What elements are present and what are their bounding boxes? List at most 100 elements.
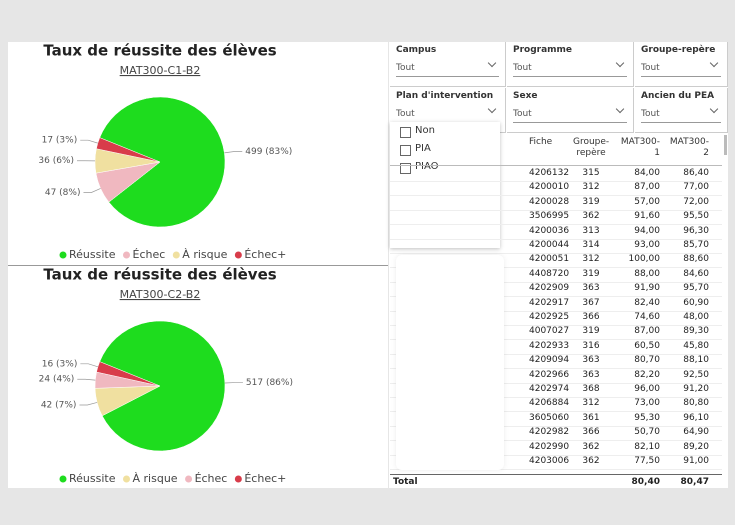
table-cell: 95,70 — [683, 283, 709, 294]
pie-slice — [99, 96, 226, 228]
slicer-box — [635, 88, 728, 133]
legend-label: Réussite — [69, 472, 116, 485]
data-label: 36 (6%) — [38, 156, 74, 166]
table-cell: 50,70 — [634, 427, 660, 438]
slicer-label: Sexe — [513, 91, 538, 101]
chart-subtitle: MAT300-C2-B2 — [120, 288, 201, 301]
table-cell: 96,00 — [634, 384, 660, 394]
legend-label: Échec — [195, 472, 228, 485]
row-line — [390, 267, 722, 269]
slicer-value[interactable]: Tout — [396, 63, 499, 77]
table-cell: 4202933 — [529, 340, 570, 351]
table-cell: 91,60 — [634, 211, 660, 222]
legend-label: Échec — [133, 248, 166, 261]
slicer-value[interactable]: Tout — [513, 109, 627, 123]
table-cell: 100,00 — [628, 254, 661, 265]
table-cell: 96,10 — [683, 412, 709, 423]
table-cell: 92,50 — [683, 369, 709, 380]
table-cell: 4200044 — [529, 240, 570, 250]
pie-slice — [99, 320, 226, 452]
scrollbar[interactable] — [724, 135, 727, 155]
row-line — [390, 440, 722, 442]
table-cell: 4202909 — [529, 283, 570, 294]
table-cell: 4007027 — [529, 326, 570, 337]
table-cell: 363 — [582, 283, 600, 294]
legend-marker — [234, 251, 242, 259]
table-cell: 91,90 — [634, 283, 660, 294]
dropdown-option[interactable]: PIA — [415, 143, 431, 154]
row-line — [390, 382, 722, 384]
column-header: MAT300-1 — [620, 137, 660, 158]
row-line — [390, 425, 722, 427]
table-cell: 57,00 — [634, 196, 660, 207]
table-cell: 363 — [582, 369, 600, 380]
data-label: 47 (8%) — [45, 188, 81, 198]
row-line — [390, 224, 722, 226]
table-cell: 77,00 — [683, 182, 709, 193]
slicer-label: Plan d'intervention — [396, 91, 494, 101]
redacted-box — [396, 255, 504, 470]
table-cell: 60,50 — [634, 340, 660, 351]
row-line — [390, 238, 722, 240]
checkbox[interactable] — [400, 163, 411, 174]
slicer-value[interactable]: Tout — [641, 109, 721, 123]
table-cell: 4200028 — [529, 196, 570, 207]
table-cell: 316 — [582, 340, 600, 351]
table-cell: 366 — [582, 312, 600, 322]
table-cell: 312 — [582, 398, 600, 409]
table-cell: 88,60 — [683, 254, 709, 265]
table-cell: 4200010 — [529, 182, 570, 193]
legend-label: Échec+ — [244, 472, 286, 485]
row-line — [390, 339, 722, 341]
table-cell: 4200036 — [529, 225, 570, 236]
leader-line — [77, 378, 96, 381]
total-cell: 80,47 — [680, 477, 709, 487]
table-cell: 4202925 — [529, 312, 570, 322]
row-line — [390, 454, 722, 456]
table-cell: 4209094 — [529, 355, 570, 366]
data-label: 517 (86%) — [246, 378, 293, 388]
slicer-box — [635, 42, 728, 87]
table-cell: 4203006 — [529, 456, 570, 466]
table-cell: 82,10 — [634, 441, 660, 452]
table-cell: 93,00 — [634, 240, 660, 250]
pie-slice — [96, 137, 161, 163]
legend-marker — [59, 251, 67, 259]
table-cell: 84,60 — [683, 268, 709, 279]
chart-subtitle: MAT300-C1-B2 — [120, 64, 201, 77]
table-cell: 4202990 — [529, 441, 570, 452]
slicer-value[interactable]: Tout — [513, 63, 627, 77]
row-line — [390, 469, 722, 470]
table-cell: 314 — [582, 240, 600, 250]
table-cell: 45,80 — [683, 340, 709, 351]
table-cell: 87,00 — [634, 182, 660, 193]
dropdown-option[interactable]: PIAO — [415, 161, 439, 172]
legend-marker — [185, 475, 193, 483]
slicer-label: Programme — [513, 45, 573, 55]
slicer-label: Groupe-repère — [641, 45, 716, 55]
table-cell: 313 — [582, 225, 600, 236]
row-line — [390, 397, 722, 398]
slicer-box — [507, 42, 634, 87]
row-line — [390, 310, 722, 312]
slicer-value[interactable]: Tout — [396, 109, 499, 123]
table-cell: 319 — [582, 268, 600, 279]
table-cell: 4206884 — [529, 398, 570, 409]
table-cell: 4202982 — [529, 427, 570, 438]
table-cell: 315 — [582, 168, 600, 178]
dropdown-option[interactable]: Non — [415, 125, 435, 136]
legend-marker — [123, 475, 130, 483]
table-cell: 4202917 — [529, 297, 570, 308]
legend-marker — [123, 251, 130, 259]
slicer-value[interactable]: Tout — [641, 63, 721, 77]
column-header: MAT300-2 — [669, 137, 709, 158]
pie-charts: Taux de réussite des élèves MAT300-C1-B2 4… — [8, 42, 388, 485]
data-label: 17 (3%) — [42, 136, 78, 146]
checkbox[interactable] — [400, 145, 411, 156]
checkbox[interactable] — [400, 127, 411, 138]
table-cell: 95,50 — [683, 211, 709, 222]
slicer-label: Ancien du PEA — [641, 91, 715, 101]
table-cell: 80,80 — [683, 398, 709, 409]
data-label: 42 (7%) — [41, 400, 77, 410]
